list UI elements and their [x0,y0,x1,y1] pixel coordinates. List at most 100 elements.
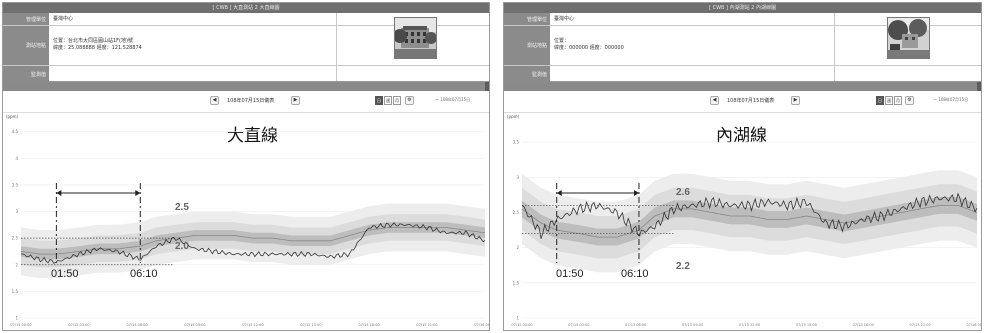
line-chart[interactable]: 4.5 4 3.5 3 2.5 2 1.5 1 07/15 00:00 07/15 03:00 07… [3,113,489,330]
prev-day-button[interactable]: ◀ [710,96,719,105]
x-tick-label: 07/15 03:00 [568,323,589,327]
info-value: 臺灣中心 [53,15,74,22]
info-row-management: 管理單位 臺灣中心 [3,13,489,26]
value-low-label: 2.2 [676,261,690,272]
unit-label: (ppm) [507,114,520,119]
collapse-handle[interactable] [485,82,489,91]
legend-label: — 108年07月15日 [933,97,969,102]
series-line-observed [20,222,486,264]
time-start-label: 01:50 [556,268,584,280]
info-value: 位置： 緯度：000000 經度：000000 [554,26,624,65]
range-week-button[interactable]: 週 [885,96,893,105]
arrow-head-left [556,190,562,196]
info-row-location: 測站地點 位置： 緯度：000000 經度：000000 [504,26,981,66]
next-day-button[interactable]: ▶ [291,96,300,105]
x-tick-label: 07/15 21:00 [416,323,437,327]
info-key: 監測值 [504,66,550,82]
time-start-label: 01:50 [51,268,79,280]
y-tick-label: 3.5 [513,140,520,145]
x-tick-label: 07/15 15:00 [796,323,817,327]
y-tick-label: 2.5 [12,236,19,241]
y-tick-label: 3 [15,209,18,214]
station-photo[interactable] [393,17,437,59]
y-tick-label: 4.5 [12,129,19,134]
info-value: 臺灣中心 [554,15,575,22]
window-title: [ CWB ] 內湖測站 2 內湖線圖 [504,3,981,13]
section-divider [504,82,981,91]
x-tick-label: 07/15 18:00 [853,323,874,327]
x-tick-label: 07/15 09:00 [682,323,703,327]
info-row-management: 管理單位 臺灣中心 [504,13,981,26]
x-tick-label: 07/15 15:00 [300,323,321,327]
next-day-button[interactable]: ▶ [791,96,800,105]
chart-area: (ppm) 大直線 4.5 4 3.5 3 2.5 2 1.5 1 07/15 00:00 07/… [3,113,489,330]
x-tick-label: 07/15 21:00 [909,323,930,327]
range-selector: 日 週 月 [375,96,402,105]
info-key: 測站地點 [504,26,550,65]
info-row-value: 監測值 [504,66,981,82]
y-tick-label: 4 [15,156,18,161]
station-info-table: 管理單位 臺灣中心 測站地點 位置：台北市大同區圓山站1F(地)號 緯度：25.… [3,13,489,82]
x-tick-label: 07/15 09:00 [184,323,205,327]
station-info-table: 管理單位 臺灣中心 測站地點 位置： 緯度：000000 經度：000000 監… [504,13,981,82]
range-week-button[interactable]: 週 [384,96,392,105]
info-key: 管理單位 [504,13,550,25]
band-inner [21,222,485,260]
location-address: 位置： [554,38,570,44]
collapse-handle[interactable] [977,82,981,91]
value-high-label: 2.6 [676,187,690,198]
series-line-mean [521,205,978,238]
x-tick-label: 07/16 00:00 [966,323,981,327]
window-title: [ CWB ] 大直測站 2 大直線圖 [3,3,489,13]
time-end-label: 06:10 [130,268,158,280]
chart-area: (ppm) 內湖線 3.5 3 2.5 2 1.5 1 07/15 00:00 07/15 0… [504,113,981,330]
x-tick-label: 07/15 03:00 [68,323,89,327]
photo-cell [336,13,489,81]
range-day-button[interactable]: 日 [375,96,383,105]
y-tick-label: 2.5 [513,210,520,215]
arrow-head-right [135,190,141,196]
x-tick-label: 07/16 00:00 [474,323,489,327]
range-day-button[interactable]: 日 [876,96,884,105]
y-tick-label: 3.5 [12,182,19,187]
date-toolbar: ◀ 108年07月15日儀表 ▶ 日 週 月 ⚙ — 108年07月15日 [504,91,981,113]
info-row-value: 監測值 [3,66,489,82]
arrow-head-left [56,190,62,196]
x-tick-label: 07/15 18:00 [358,323,379,327]
time-end-label: 06:10 [621,268,649,280]
prev-day-button[interactable]: ◀ [210,96,219,105]
value-low-label: 2.0 [175,241,189,252]
info-value: 位置：台北市大同區圓山站1F(地)號 緯度：25.088888 經度：121.5… [53,26,142,65]
location-address: 位置：台北市大同區圓山站1F(地)號 [53,38,133,44]
x-tick-label: 07/15 00:00 [511,323,532,327]
station-panel-dazhi: [ CWB ] 大直測站 2 大直線圖 管理單位 臺灣中心 測站地點 位置：台北… [2,2,490,331]
info-key: 監測值 [3,66,49,82]
y-tick-label: 1.5 [12,289,19,294]
line-chart[interactable]: 3.5 3 2.5 2 1.5 1 07/15 00:00 07/15 03:00 07/15 … [504,113,981,330]
range-selector: 日 週 月 [876,96,903,105]
chart-title: 大直線 [227,126,278,146]
station-photo[interactable] [887,17,930,59]
y-tick-label: 2 [516,245,519,250]
settings-icon[interactable]: ⚙ [405,96,414,105]
legend-label: — 108年07月15日 [435,97,471,102]
location-coords: 緯度：000000 經度：000000 [554,45,624,51]
range-month-button[interactable]: 月 [393,96,401,105]
x-tick-label: 07/15 12:00 [242,323,263,327]
chart-title: 內湖線 [716,126,767,146]
arrow-head-right [633,190,639,196]
settings-icon[interactable]: ⚙ [905,96,914,105]
y-tick-label: 2 [15,262,18,267]
unit-label: (ppm) [6,114,19,119]
x-tick-label: 07/15 06:00 [625,323,646,327]
info-key: 管理單位 [3,13,49,25]
section-divider [3,82,489,91]
series-line-mean [20,227,486,255]
station-panel-neihu: [ CWB ] 內湖測站 2 內湖線圖 管理單位 臺灣中心 測站地點 位置： 緯… [503,2,982,331]
range-month-button[interactable]: 月 [894,96,902,105]
info-key: 測站地點 [3,26,49,65]
date-toolbar: ◀ 108年07月15日儀表 ▶ 日 週 月 ⚙ — 108年07月15日 [3,91,489,113]
date-label: 108年07月15日儀表 [227,98,275,104]
series-line-observed [521,192,978,239]
info-row-location: 測站地點 位置：台北市大同區圓山站1F(地)號 緯度：25.088888 經度：… [3,26,489,66]
